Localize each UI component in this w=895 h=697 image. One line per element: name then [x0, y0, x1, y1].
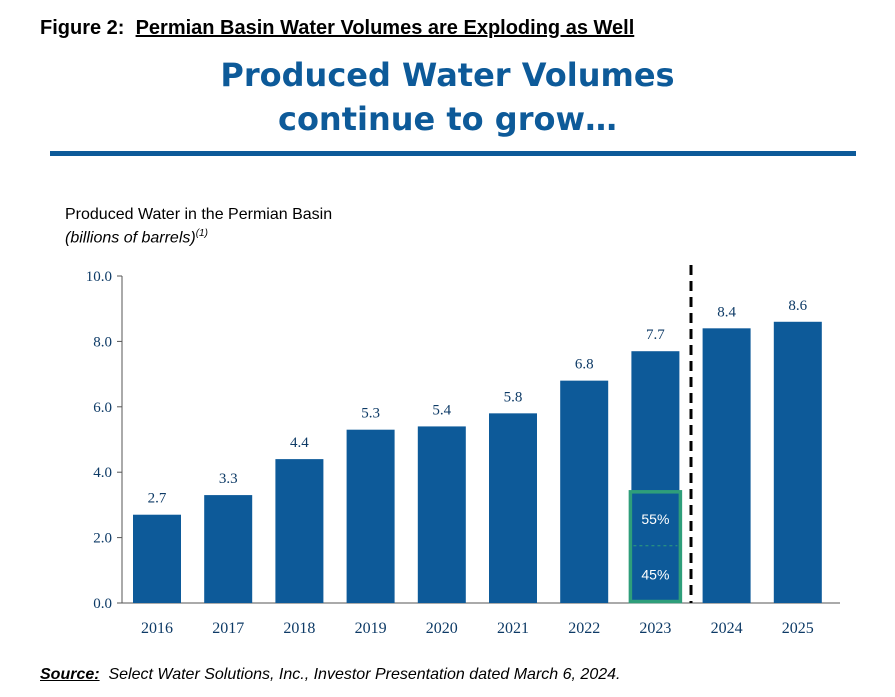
chart-title: Produced Water in the Permian Basin	[65, 206, 333, 223]
data-label-2025: 8.6	[788, 298, 807, 314]
x-tick-label-2019: 2019	[355, 620, 387, 637]
x-tick-label-2025: 2025	[782, 620, 814, 637]
bar-2024	[702, 328, 751, 603]
data-label-2023: 7.7	[646, 327, 665, 343]
chart-subtitle-text: (billions of barrels)	[65, 229, 196, 247]
bar-chart: 0.0 2.0 4.0 6.0 8.0 10.0 2.7 2016 3.3 2017 4.4 2018…	[86, 265, 840, 637]
headline-line-1: Produced Water Volumes	[220, 56, 675, 94]
bar-2023	[631, 351, 680, 603]
y-tick-label: 10.0	[86, 269, 112, 285]
x-tick-label-2022: 2022	[568, 620, 600, 637]
chart-footnote-marker: (1)	[195, 228, 208, 239]
data-label-2024: 8.4	[717, 304, 736, 320]
bar-2019	[346, 429, 395, 603]
y-tick-label: 8.0	[93, 334, 112, 350]
y-tick-label: 0.0	[93, 596, 112, 612]
x-tick-label-2020: 2020	[426, 620, 458, 637]
chart-subtitle: (billions of barrels)(1)	[65, 228, 208, 247]
x-tick-label-2017: 2017	[212, 620, 244, 637]
data-label-2016: 2.7	[148, 491, 167, 507]
bar-2017	[204, 495, 253, 603]
figure-number: Figure 2:	[40, 17, 125, 39]
y-tick-label: 2.0	[93, 531, 112, 547]
bar-2016	[133, 514, 181, 603]
x-tick-label-2018: 2018	[283, 620, 315, 637]
x-tick-label-2016: 2016	[141, 620, 173, 637]
y-tick-label: 4.0	[93, 465, 112, 481]
bar-2018	[275, 459, 324, 603]
highlight-box	[628, 490, 683, 604]
figure-label: Figure 2: Permian Basin Water Volumes ar…	[40, 17, 634, 40]
bar-2020	[417, 426, 466, 603]
figure-title: Permian Basin Water Volumes are Explodin…	[135, 17, 635, 39]
x-tick-label-2021: 2021	[497, 620, 529, 637]
bar-2021	[489, 413, 537, 603]
x-tick-label-2023: 2023	[639, 620, 671, 637]
highlight-upper-label: 55%	[641, 511, 669, 527]
source-label: Source:	[40, 666, 100, 683]
source-note: Source: Select Water Solutions, Inc., In…	[40, 666, 620, 684]
bar-2025	[773, 321, 822, 603]
data-label-2019: 5.3	[361, 406, 380, 422]
headline-line-2: continue to grow…	[277, 100, 618, 138]
data-label-2022: 6.8	[575, 357, 594, 373]
data-label-2020: 5.4	[432, 402, 451, 418]
highlight-lower-label: 45%	[641, 566, 669, 582]
data-label-2021: 5.8	[504, 389, 523, 405]
source-text: Select Water Solutions, Inc., Investor P…	[108, 666, 621, 683]
headline-divider	[50, 151, 856, 156]
data-label-2018: 4.4	[290, 435, 309, 451]
y-tick-label: 6.0	[93, 400, 112, 416]
x-tick-label-2024: 2024	[711, 620, 743, 637]
bar-2022	[560, 380, 609, 603]
data-label-2017: 3.3	[219, 471, 238, 487]
